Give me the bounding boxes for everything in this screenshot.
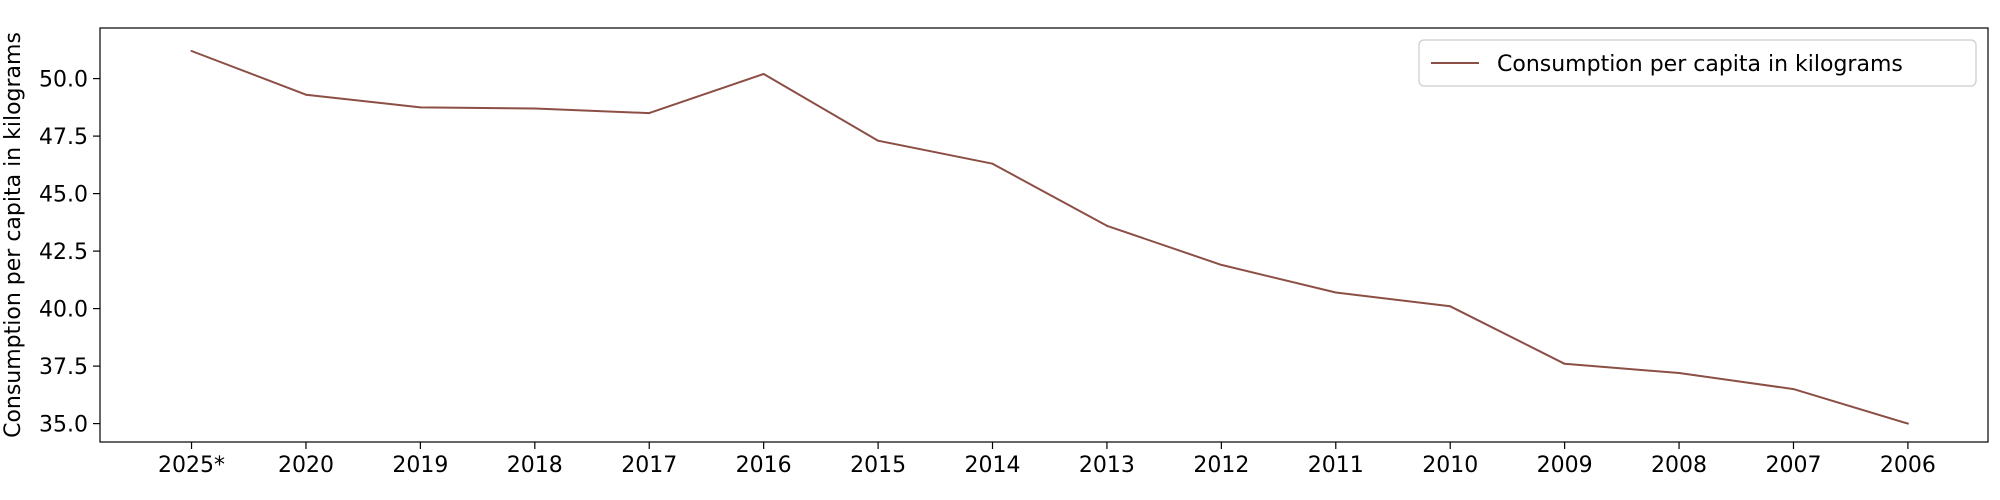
data-point [1906,422,1909,425]
data-point [1449,305,1452,308]
x-tick-label: 2015 [850,453,906,478]
data-point [1334,291,1337,294]
x-tick-label: 2009 [1537,453,1593,478]
y-axis: 35.0 37.5 40.0 42.5 45.0 47.5 50.0 [39,68,100,438]
x-axis: 2025* 2020 2019 2018 2017 2016 2015 2014 2013 201… [158,442,1936,478]
series-line [191,50,1909,425]
y-tick-label: 35.0 [39,413,88,438]
data-point [991,162,994,165]
data-point [762,73,765,75]
data-point [304,93,307,96]
y-tick-label: 37.5 [39,355,88,380]
x-tick-label: 2010 [1422,453,1478,478]
x-tick-label: 2011 [1308,453,1364,478]
plot-frame [99,27,1989,443]
x-tick-label: 2007 [1765,453,1821,478]
legend-box [1418,39,1977,87]
data-point [533,107,536,110]
x-tick-label: 2019 [392,453,448,478]
y-tick-label: 45.0 [39,183,88,208]
x-tick-label: 2012 [1193,453,1249,478]
data-point [419,106,422,109]
x-tick-label: 2008 [1651,453,1707,478]
y-tick-label: 50.0 [39,68,88,93]
y-tick-label: 47.5 [39,125,88,150]
x-tick-label: 2006 [1880,453,1936,478]
data-point [648,112,651,115]
x-tick-label: 2018 [507,453,563,478]
data-point [1563,362,1566,365]
legend: Consumption per capita in kilograms [1418,39,1977,87]
y-tick-label: 40.0 [39,298,88,323]
x-tick-label: 2020 [278,453,334,478]
data-point [1792,388,1795,391]
legend-label: Consumption per capita in kilograms [1497,52,1903,77]
x-tick-label: 2025* [158,453,225,478]
data-point [1678,372,1681,374]
x-tick-label: 2017 [621,453,677,478]
data-point [190,50,193,52]
x-tick-label: 2016 [736,453,792,478]
y-tick-label: 42.5 [39,240,88,265]
y-axis-label: Consumption per capita in kilograms [1,32,26,438]
series-layer [190,50,1909,425]
data-point [1105,224,1108,227]
data-point [1220,263,1223,266]
x-tick-label: 2013 [1079,453,1135,478]
x-tick-label: 2014 [965,453,1021,478]
data-point [877,139,880,142]
